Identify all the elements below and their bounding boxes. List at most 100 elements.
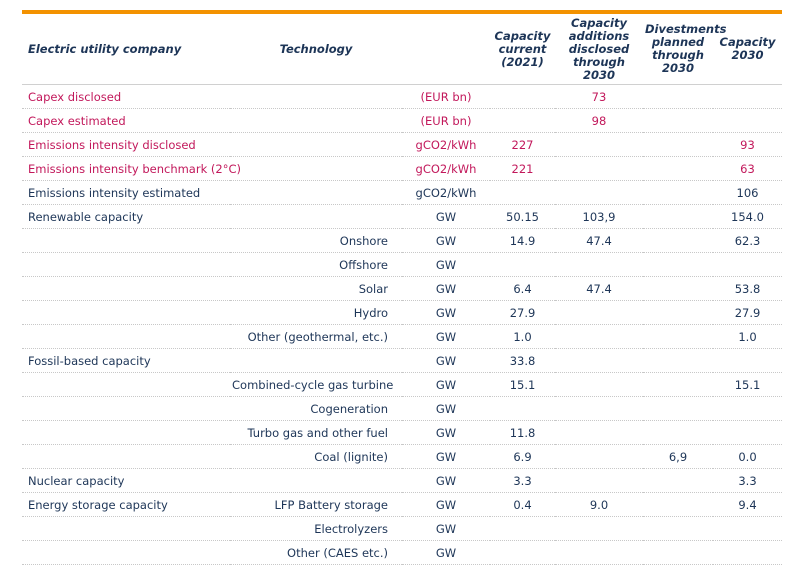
table-cell: 47.4 bbox=[555, 228, 643, 253]
table-cell bbox=[490, 516, 555, 541]
table-cell bbox=[22, 228, 230, 253]
table-row: Coal (lignite) GW 6.9 6,9 0.0 bbox=[22, 444, 782, 469]
table-cell: 6.9 bbox=[490, 444, 555, 469]
table-row: Solar GW 6.4 47.4 53.8 bbox=[22, 276, 782, 301]
table-row: Emissions intensity estimated gCO2/kWh 106 bbox=[22, 180, 782, 205]
table-cell: GW bbox=[402, 276, 490, 301]
column-header: Technology bbox=[230, 14, 402, 85]
table-cell: 93 bbox=[713, 132, 782, 157]
table-cell: Other (geothermal, etc.) bbox=[230, 324, 402, 349]
table-cell bbox=[643, 252, 713, 277]
table-cell: 0.4 bbox=[490, 492, 555, 517]
table-cell: 33.8 bbox=[490, 348, 555, 373]
column-header: Capacity 2030 bbox=[713, 14, 782, 85]
table-row: Fossil-based capacity GW 33.8 bbox=[22, 348, 782, 373]
table-cell bbox=[230, 156, 402, 181]
table-cell bbox=[643, 108, 713, 133]
table-cell: Energy storage capacity bbox=[22, 492, 230, 517]
table-cell bbox=[555, 420, 643, 445]
table-cell bbox=[643, 228, 713, 253]
table-cell: 47.4 bbox=[555, 276, 643, 301]
column-header: Capacity additions disclosed through 203… bbox=[555, 14, 643, 85]
table-cell bbox=[643, 468, 713, 493]
table-cell: GW bbox=[402, 348, 490, 373]
table-cell bbox=[490, 108, 555, 133]
table-cell bbox=[643, 300, 713, 325]
table-cell: Nuclear capacity bbox=[22, 468, 230, 493]
table-cell bbox=[22, 444, 230, 469]
table-cell: gCO2/kWh bbox=[402, 180, 490, 205]
table-cell bbox=[713, 516, 782, 541]
table-cell: Coal (lignite) bbox=[230, 444, 402, 469]
table-cell bbox=[490, 84, 555, 109]
table-cell bbox=[713, 540, 782, 565]
table-cell: 0.0 bbox=[713, 444, 782, 469]
table-cell bbox=[713, 108, 782, 133]
table-cell: 6,9 bbox=[643, 444, 713, 469]
table-cell bbox=[555, 252, 643, 277]
table-cell bbox=[230, 132, 402, 157]
table-cell bbox=[555, 444, 643, 469]
table-cell: GW bbox=[402, 228, 490, 253]
table-cell bbox=[555, 468, 643, 493]
table-cell bbox=[713, 84, 782, 109]
table-cell bbox=[22, 540, 230, 565]
table-cell: GW bbox=[402, 420, 490, 445]
table-cell bbox=[22, 276, 230, 301]
table-cell: Capex disclosed bbox=[22, 84, 230, 109]
table-cell: gCO2/kWh bbox=[402, 156, 490, 181]
column-header: Capacity current (2021) bbox=[490, 14, 555, 85]
table-cell: Combined-cycle gas turbine bbox=[230, 372, 402, 397]
table-cell bbox=[555, 132, 643, 157]
table-cell bbox=[643, 516, 713, 541]
table-cell: Renewable capacity bbox=[22, 204, 230, 229]
table-cell: 1.0 bbox=[490, 324, 555, 349]
table-cell bbox=[230, 180, 402, 205]
table-cell: 14.9 bbox=[490, 228, 555, 253]
table-cell: 103,9 bbox=[555, 204, 643, 229]
table-cell bbox=[643, 372, 713, 397]
table-cell bbox=[22, 372, 230, 397]
table-cell bbox=[555, 180, 643, 205]
table-cell: Onshore bbox=[230, 228, 402, 253]
table-cell: 63 bbox=[713, 156, 782, 181]
table-cell: 106 bbox=[713, 180, 782, 205]
table-cell: (EUR bn) bbox=[402, 84, 490, 109]
table-cell: gCO2/kWh bbox=[402, 132, 490, 157]
table-cell: Emissions intensity disclosed bbox=[22, 132, 230, 157]
header-row: Electric utility company Technology Capaci… bbox=[22, 14, 782, 85]
table-cell bbox=[643, 324, 713, 349]
table-row: Energy storage capacity LFP Battery stora… bbox=[22, 492, 782, 517]
table-cell: 3.3 bbox=[713, 468, 782, 493]
table-cell: Capex estimated bbox=[22, 108, 230, 133]
table-cell: (EUR bn) bbox=[402, 108, 490, 133]
table-cell: 6.4 bbox=[490, 276, 555, 301]
table-cell: GW bbox=[402, 324, 490, 349]
column-header: Divestments planned through 2030 bbox=[643, 14, 726, 85]
table-cell: 73 bbox=[555, 84, 643, 109]
table-cell: Hydro bbox=[230, 300, 402, 325]
table-cell: GW bbox=[402, 516, 490, 541]
table-cell bbox=[643, 420, 713, 445]
table-cell: Electrolyzers bbox=[230, 516, 402, 541]
table-cell bbox=[643, 396, 713, 421]
table-row: Offshore GW bbox=[22, 252, 782, 277]
table-cell: GW bbox=[402, 396, 490, 421]
table-cell bbox=[643, 204, 713, 229]
table-cell: Turbo gas and other fuel bbox=[230, 420, 402, 445]
table-cell bbox=[230, 468, 402, 493]
table-cell: Solar bbox=[230, 276, 402, 301]
table-body: Capex disclosed (EUR bn) 73 Capex estimated… bbox=[22, 84, 782, 565]
table-cell: 98 bbox=[555, 108, 643, 133]
table-cell: GW bbox=[402, 444, 490, 469]
table-cell bbox=[490, 540, 555, 565]
table-cell: 227 bbox=[490, 132, 555, 157]
table-cell: Emissions intensity estimated bbox=[22, 180, 230, 205]
table-cell bbox=[643, 540, 713, 565]
table-cell: 50.15 bbox=[490, 204, 555, 229]
table-row: Nuclear capacity GW 3.3 3.3 bbox=[22, 468, 782, 493]
table-row: Combined-cycle gas turbine GW 15.1 15.1 bbox=[22, 372, 782, 397]
table-cell bbox=[22, 324, 230, 349]
table-row: Other (geothermal, etc.) GW 1.0 1.0 bbox=[22, 324, 782, 349]
